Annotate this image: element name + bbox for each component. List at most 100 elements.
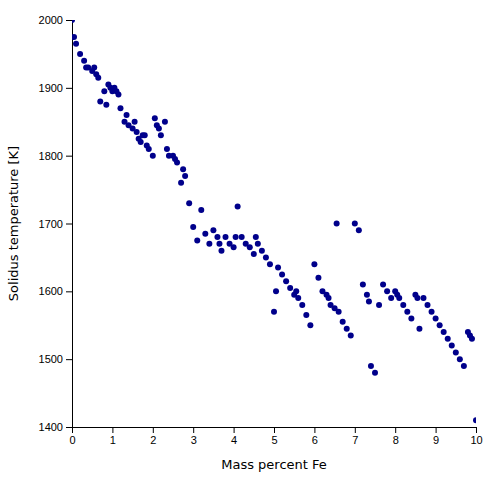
point [364,292,370,298]
point [315,275,321,281]
point [344,326,350,332]
tick-mark [193,427,194,433]
tick: 8 [393,427,399,446]
point [414,295,420,301]
point [190,224,196,230]
tick-label: 0 [69,434,75,446]
tick: 7 [352,427,358,446]
point [235,204,241,210]
point [408,315,414,321]
tick-label: 9 [433,434,439,446]
point [202,231,208,237]
point [73,41,79,47]
tick: 5 [271,427,277,446]
point [101,88,107,94]
point [283,278,289,284]
tick-label: 4 [231,434,237,446]
point [216,241,222,247]
tick-mark [66,20,72,21]
point [295,295,301,301]
point [396,295,402,301]
tick-mark [234,427,235,433]
point [429,309,435,315]
point [231,244,237,250]
point [194,237,200,243]
tick-label: 1700 [39,218,63,230]
point [81,58,87,64]
tick-mark [66,224,72,225]
point [72,34,77,40]
tick-label: 1900 [39,82,63,94]
point [91,64,97,70]
point [182,173,188,179]
point [239,234,245,240]
tick: 3 [191,427,197,446]
point [384,288,390,294]
tick-label: 2 [150,434,156,446]
tick: 10 [470,427,482,446]
point [132,119,138,125]
tick-mark [355,427,356,433]
tick: 1900 [39,82,72,94]
point [210,227,216,233]
point [433,315,439,321]
point [259,248,265,254]
point [271,309,277,315]
point [307,322,313,328]
tick-mark [66,156,72,157]
point [156,126,162,132]
tick-label: 1 [110,434,116,446]
point [437,322,443,328]
tick-mark [112,427,113,433]
point [287,285,293,291]
point [420,295,426,301]
tick-label: 1600 [39,285,63,297]
tick-mark [66,291,72,292]
point [473,417,476,423]
tick-label: 10 [470,434,482,446]
point [293,288,299,294]
point [366,299,372,305]
point [356,227,362,233]
point [299,302,305,308]
point [198,207,204,213]
point [336,309,342,315]
point [77,51,83,57]
point [311,261,317,267]
point [95,75,101,81]
point [388,295,394,301]
tick: 2 [150,427,156,446]
point [275,265,281,271]
point [180,166,186,172]
point [138,139,144,145]
point [469,336,475,342]
tick: 1600 [39,285,72,297]
point [449,343,455,349]
tick-label: 1800 [39,150,63,162]
x-axis-title: Mass percent Fe [221,457,327,472]
point [461,363,467,369]
point [380,282,386,288]
point [115,92,121,98]
tick-mark [66,427,72,428]
point [263,254,269,260]
point [334,221,340,227]
point [158,132,164,138]
point [218,248,224,254]
point [445,336,451,342]
point [303,312,309,318]
tick-mark [66,359,72,360]
point [372,370,378,376]
point [441,329,447,335]
point [178,180,184,186]
point [255,241,261,247]
axis-line [66,21,73,428]
tick-mark [436,427,437,433]
point [162,119,168,125]
point [214,234,220,240]
point [117,105,123,111]
tick-label: 7 [352,434,358,446]
tick-mark [66,88,72,89]
point [352,221,358,227]
point [368,363,374,369]
